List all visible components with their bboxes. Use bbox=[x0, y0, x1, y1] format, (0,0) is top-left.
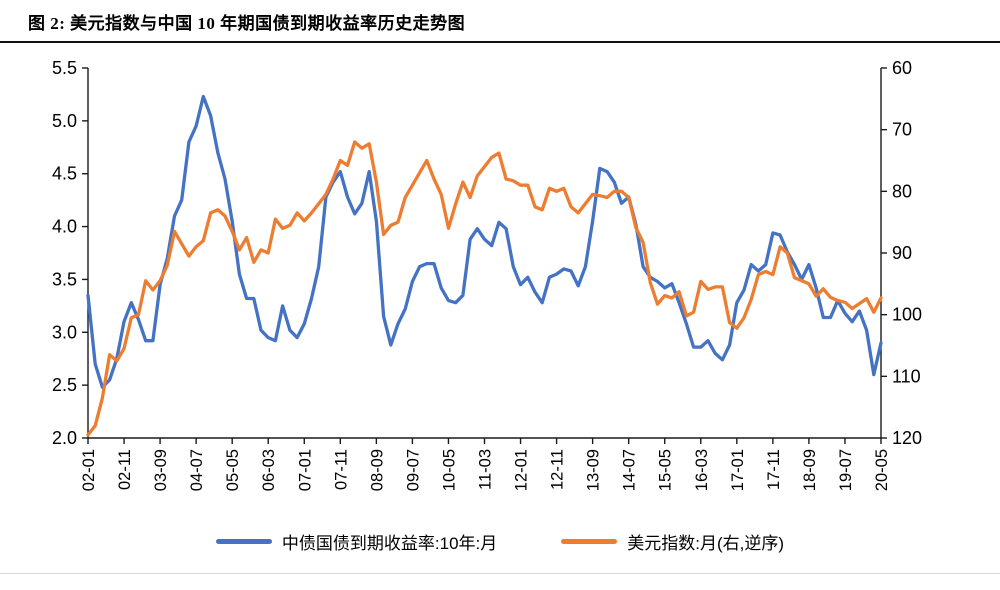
svg-text:110: 110 bbox=[892, 366, 921, 386]
legend: 中债国债到期收益率:10年:月 美元指数:月(右,逆序) bbox=[0, 523, 1000, 573]
svg-text:14-07: 14-07 bbox=[621, 449, 639, 491]
legend-item-bond: 中债国债到期收益率:10年:月 bbox=[215, 529, 498, 554]
legend-label-bond: 中债国债到期收益率:10年:月 bbox=[281, 534, 498, 553]
bottom-rule bbox=[0, 573, 1000, 574]
svg-text:04-07: 04-07 bbox=[188, 449, 206, 491]
svg-text:5.5: 5.5 bbox=[52, 58, 77, 78]
dxy-line-swatch bbox=[561, 539, 618, 544]
svg-text:03-09: 03-09 bbox=[152, 449, 170, 491]
svg-text:17-01: 17-01 bbox=[729, 449, 747, 491]
figure-title-bar: 图 2: 美元指数与中国 10 年期国债到期收益率历史走势图 bbox=[0, 0, 1000, 43]
svg-text:100: 100 bbox=[892, 305, 922, 325]
svg-text:12-01: 12-01 bbox=[513, 449, 531, 491]
svg-text:120: 120 bbox=[892, 428, 922, 448]
svg-text:16-03: 16-03 bbox=[693, 449, 711, 491]
svg-text:3.0: 3.0 bbox=[52, 322, 77, 342]
svg-text:02-11: 02-11 bbox=[116, 449, 134, 490]
svg-text:70: 70 bbox=[892, 120, 912, 140]
svg-text:15-05: 15-05 bbox=[657, 449, 675, 491]
svg-text:17-11: 17-11 bbox=[765, 449, 783, 490]
svg-text:2.0: 2.0 bbox=[52, 428, 77, 448]
svg-text:07-11: 07-11 bbox=[332, 449, 350, 490]
svg-text:11-03: 11-03 bbox=[477, 449, 495, 490]
legend-item-dxy: 美元指数:月(右,逆序) bbox=[561, 529, 784, 554]
svg-text:4.5: 4.5 bbox=[52, 164, 77, 184]
svg-text:08-09: 08-09 bbox=[368, 449, 386, 491]
svg-text:12-11: 12-11 bbox=[549, 449, 567, 490]
svg-text:06-03: 06-03 bbox=[260, 449, 278, 491]
svg-text:05-05: 05-05 bbox=[224, 449, 242, 491]
svg-text:80: 80 bbox=[892, 181, 912, 201]
svg-text:60: 60 bbox=[892, 58, 912, 78]
svg-text:20-05: 20-05 bbox=[873, 449, 891, 491]
svg-text:3.5: 3.5 bbox=[52, 269, 77, 289]
svg-text:13-09: 13-09 bbox=[585, 449, 603, 491]
svg-text:4.0: 4.0 bbox=[52, 217, 77, 237]
figure-title: 图 2: 美元指数与中国 10 年期国债到期收益率历史走势图 bbox=[28, 14, 466, 33]
chart-svg: 2.0 2.5 3.0 3.5 4.0 4.5 5.0 5.5 60 70 80 90 100 110 12… bbox=[52, 58, 922, 491]
svg-text:19-07: 19-07 bbox=[837, 449, 855, 491]
svg-text:90: 90 bbox=[892, 243, 912, 263]
svg-text:5.0: 5.0 bbox=[52, 111, 77, 131]
bond-line-swatch bbox=[215, 539, 272, 544]
svg-text:02-01: 02-01 bbox=[80, 449, 98, 491]
legend-label-dxy: 美元指数:月(右,逆序) bbox=[627, 534, 785, 553]
svg-text:07-01: 07-01 bbox=[296, 449, 314, 491]
svg-text:09-07: 09-07 bbox=[404, 449, 422, 491]
svg-text:18-09: 18-09 bbox=[801, 449, 819, 491]
svg-text:2.5: 2.5 bbox=[52, 375, 77, 395]
svg-text:10-05: 10-05 bbox=[440, 449, 458, 491]
